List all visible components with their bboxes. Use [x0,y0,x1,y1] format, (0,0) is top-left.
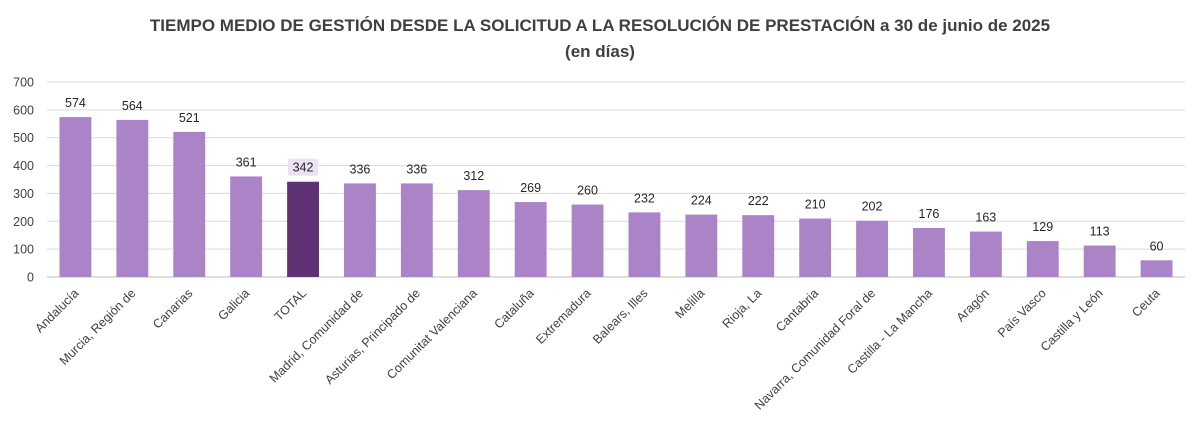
data-label: 269 [520,181,541,195]
x-tick-label: Cataluña [491,286,536,331]
data-label: 336 [350,162,371,176]
bar [230,176,263,277]
data-label: 176 [919,207,940,221]
bar [856,220,888,277]
bar [116,119,149,277]
bar [799,218,832,277]
bar [571,204,604,277]
chart-title: TIEMPO MEDIO DE GESTIÓN DESDE LA SOLICIT… [150,16,1050,35]
data-label: 60 [1150,239,1164,253]
bar [1140,260,1173,277]
data-label-highlight [288,158,319,176]
y-tick-label: 100 [13,243,34,257]
bar [173,131,206,277]
data-label: 336 [406,162,427,176]
data-label: 113 [1090,225,1110,239]
data-label: 202 [862,200,883,214]
y-tick-label: 600 [13,103,34,117]
data-label: 521 [179,111,200,125]
chart-subtitle: (en días) [565,42,635,61]
x-tick-label: Aragón [954,286,992,324]
y-tick-label: 300 [13,187,34,201]
bar [1083,245,1116,277]
x-tick-label: Extremadura [533,286,594,347]
y-tick-label: 500 [13,131,34,145]
y-tick-label: 200 [13,215,34,229]
x-tick-label: Andalucía [32,286,81,335]
bar [1026,241,1059,277]
x-tick-label: Canarias [150,286,195,331]
data-label: 361 [236,155,257,169]
bar [685,214,718,277]
data-label: 222 [748,194,769,208]
bar [344,183,376,277]
x-tick-label: Ceuta [1129,286,1163,320]
data-labels: 574 564 521 361 342 336 336 312 269 260 232 224 222 2… [65,96,1164,253]
gridlines [47,81,1185,278]
bar [969,231,1002,277]
bar [742,215,775,277]
data-label: 564 [122,99,143,113]
x-tick-label: Melilla [673,286,708,321]
bar [457,190,490,277]
data-label: 163 [975,211,996,225]
y-axis-ticks: 0 100 200 300 400 500 600 700 [13,76,34,285]
x-tick-label: Galicia [215,286,252,323]
data-label: 129 [1032,220,1053,234]
x-tick-label: Madrid, Comunidad de [267,286,366,385]
bar [628,212,661,277]
data-label: 224 [691,194,712,208]
x-tick-label: Rioja, La [720,286,765,331]
x-tick-label: TOTAL [272,286,310,324]
bar [287,181,319,277]
x-tick-label: País Vasco [995,286,1049,340]
bar [400,183,433,277]
x-tick-label: Balears, Illes [590,286,651,347]
x-tick-label: Cantabria [773,286,821,334]
y-tick-label: 400 [13,159,34,173]
x-tick-label: Asturias, Principado de [322,286,423,387]
bars [59,117,1173,277]
bar [514,202,547,277]
y-tick-label: 700 [13,76,34,90]
data-label: 232 [634,191,655,205]
y-tick-label: 0 [27,271,34,285]
data-label: 210 [805,198,826,212]
bar [59,117,92,277]
data-label: 574 [65,96,86,110]
data-label: 260 [577,184,598,198]
bar [913,227,945,277]
data-label: 312 [463,169,484,183]
data-label: 342 [293,161,314,175]
x-tick-label: Navarra, Comunidad Foral de [752,286,878,412]
